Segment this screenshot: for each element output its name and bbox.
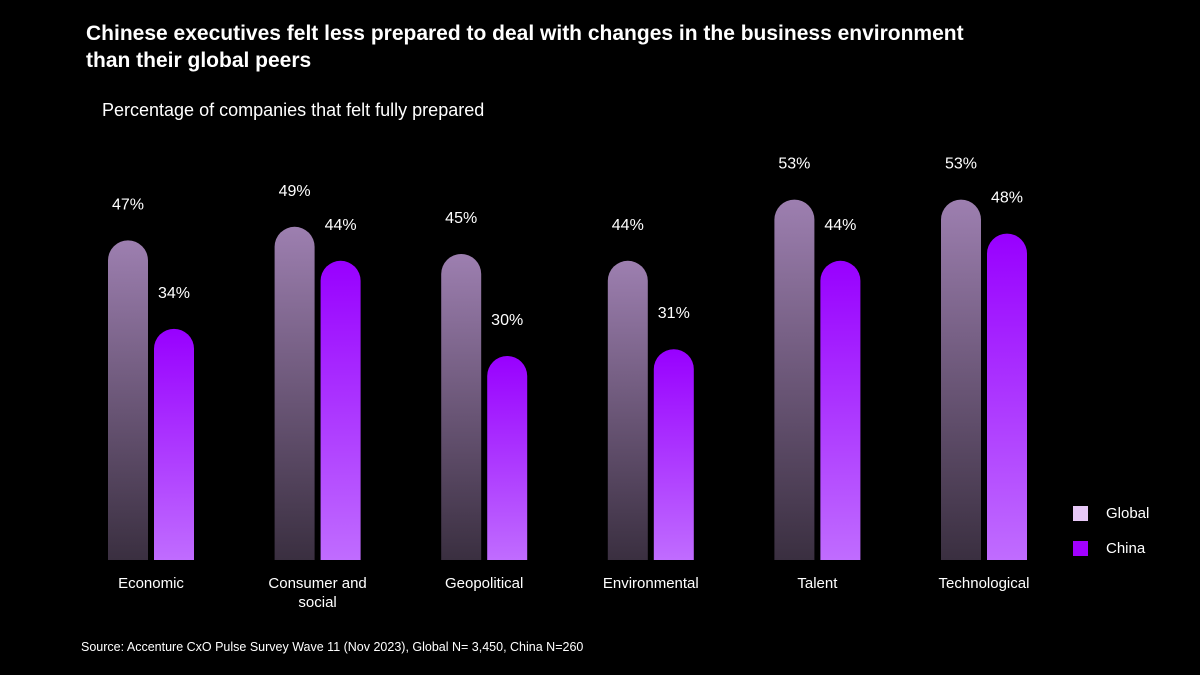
bar-china-geopolitical — [487, 356, 528, 560]
bar-global-geopolitical — [441, 254, 482, 560]
legend-swatch-global — [1073, 505, 1088, 521]
chart-title-line-2: than their global peers — [86, 49, 312, 72]
data-label-china-economic: 34% — [158, 285, 190, 302]
legend-item-china: China — [1073, 538, 1149, 558]
data-label-global-consumer-and-social: 49% — [279, 183, 311, 200]
legend-item-global: Global — [1073, 503, 1149, 523]
category-label-line: Consumer and — [268, 575, 367, 592]
chart-subtitle: Percentage of companies that felt fully … — [102, 100, 485, 120]
category-label-line: Geopolitical — [444, 575, 524, 592]
category-label-line: Talent — [797, 575, 838, 592]
data-label-china-talent: 44% — [824, 217, 856, 234]
category-label-geopolitical: Geopolitical — [414, 574, 554, 593]
bar-global-technological — [941, 199, 981, 560]
category-label-line: Technological — [938, 575, 1030, 592]
bar-china-talent — [820, 260, 861, 560]
data-label-global-technological: 53% — [945, 156, 977, 173]
bar-global-talent — [774, 199, 815, 560]
category-label-line: social — [298, 594, 337, 611]
legend-swatch-china — [1073, 540, 1088, 556]
bar-china-environmental — [653, 349, 694, 560]
category-label-talent: Talent — [747, 574, 887, 593]
data-label-global-economic: 47% — [112, 196, 144, 213]
category-label-consumer-and-social: Consumer and social — [248, 574, 388, 612]
bar-china-technological — [987, 233, 1027, 560]
category-label-economic: Economic — [81, 574, 221, 593]
category-label-line: Economic — [118, 575, 184, 592]
chart-title-line-1: Chinese executives felt less prepared to… — [86, 22, 964, 45]
legend-label-china: China — [1106, 539, 1146, 557]
data-label-china-technological: 48% — [991, 190, 1023, 207]
data-label-china-environmental: 31% — [658, 305, 690, 322]
legend-label-global: Global — [1106, 504, 1150, 522]
chart-legend: Global China — [1073, 503, 1149, 573]
bar-china-economic — [154, 328, 194, 560]
category-label-line: Environmental — [602, 575, 699, 592]
data-label-china-geopolitical: 30% — [491, 312, 523, 329]
data-label-global-geopolitical: 45% — [445, 210, 477, 227]
bar-global-economic — [108, 240, 148, 560]
bar-global-environmental — [607, 260, 648, 560]
data-label-global-environmental: 44% — [612, 217, 644, 234]
source-note: Source: Accenture CxO Pulse Survey Wave … — [81, 640, 584, 654]
data-label-china-consumer-and-social: 44% — [325, 217, 357, 234]
bar-global-consumer-and-social — [274, 226, 315, 561]
category-label-technological: Technological — [914, 574, 1054, 593]
data-label-global-talent: 53% — [778, 156, 810, 173]
category-label-environmental: Environmental — [581, 574, 721, 593]
bar-china-consumer-and-social — [320, 260, 361, 560]
chart-title: Chinese executives felt less prepared to… — [86, 20, 1146, 74]
